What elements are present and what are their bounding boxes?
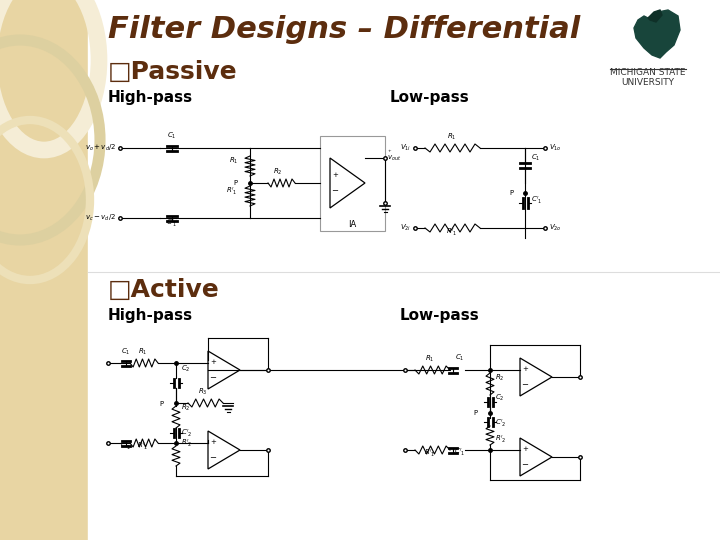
Text: −: − [210, 374, 217, 382]
Text: $R_1$: $R_1$ [138, 347, 148, 357]
Text: P: P [234, 180, 238, 186]
Text: $R_2$: $R_2$ [274, 167, 283, 177]
Text: −: − [331, 186, 338, 195]
Polygon shape [634, 10, 680, 58]
Text: □Active: □Active [108, 278, 220, 302]
Text: −: − [521, 461, 528, 469]
Text: $C'_1$: $C'_1$ [531, 195, 543, 206]
Text: $R_1$: $R_1$ [426, 354, 435, 364]
Text: $C_1$: $C_1$ [167, 131, 176, 141]
Text: $V_{1i}$: $V_{1i}$ [400, 143, 411, 153]
Text: $R'_1$: $R'_1$ [446, 227, 458, 238]
Text: □Passive: □Passive [108, 60, 238, 84]
Text: −: − [210, 454, 217, 462]
Text: $C_2$: $C_2$ [181, 364, 191, 374]
Text: Filter Designs – Differential: Filter Designs – Differential [108, 15, 580, 44]
Bar [88, 0, 720, 540]
Text: +: + [210, 439, 216, 445]
Text: $R'_1$: $R'_1$ [226, 186, 238, 198]
Text: $C_1$: $C_1$ [455, 353, 464, 363]
Text: $C'_1$: $C'_1$ [166, 218, 178, 230]
Text: P: P [160, 401, 164, 407]
Text: $V_{2o}$: $V_{2o}$ [549, 223, 562, 233]
Text: $C_2$: $C_2$ [495, 393, 505, 403]
Text: +: + [210, 359, 216, 365]
Text: $R'_2$: $R'_2$ [495, 434, 507, 446]
Text: $C'_2$: $C'_2$ [181, 428, 193, 440]
Text: MICHIGAN STATE
UNIVERSITY: MICHIGAN STATE UNIVERSITY [611, 68, 685, 87]
Text: +: + [522, 446, 528, 452]
Text: $R_1$: $R_1$ [228, 156, 238, 166]
Polygon shape [648, 10, 662, 22]
Text: $C'_1$: $C'_1$ [120, 441, 132, 453]
Text: $v_o + v_d/2$: $v_o + v_d/2$ [85, 143, 116, 153]
Text: $v_{out}$: $v_{out}$ [387, 154, 401, 163]
Text: +: + [332, 172, 338, 178]
Text: $R_1$: $R_1$ [447, 132, 456, 142]
Bar [0, 0, 88, 540]
Text: $R'_2$: $R'_2$ [181, 438, 192, 449]
Text: $V_{2i}$: $V_{2i}$ [400, 223, 411, 233]
Text: $R'_1$: $R'_1$ [424, 448, 436, 460]
Text: $C'_1$: $C'_1$ [454, 447, 466, 458]
Text: $C_1$: $C_1$ [121, 347, 131, 357]
Text: $^+$: $^+$ [387, 149, 393, 154]
Text: −: − [521, 381, 528, 389]
Text: $v_c - v_d/2$: $v_c - v_d/2$ [85, 213, 116, 223]
Text: $C_1$: $C_1$ [531, 153, 541, 163]
Text: +: + [522, 366, 528, 372]
Text: Low-pass: Low-pass [390, 90, 469, 105]
Text: High-pass: High-pass [108, 90, 193, 105]
Text: $R_3$: $R_3$ [198, 387, 208, 397]
Text: P: P [474, 410, 478, 416]
Text: $R_2$: $R_2$ [495, 373, 505, 383]
Text: $R'_1$: $R'_1$ [138, 441, 149, 453]
Text: $R_2$: $R_2$ [181, 403, 191, 413]
Text: $V_{1o}$: $V_{1o}$ [549, 143, 562, 153]
Text: Low-pass: Low-pass [400, 308, 480, 323]
Bar [320, 136, 385, 231]
Text: High-pass: High-pass [108, 308, 193, 323]
Text: P: P [509, 190, 513, 196]
Text: IA: IA [348, 220, 356, 229]
Text: $C'_2$: $C'_2$ [495, 418, 507, 429]
